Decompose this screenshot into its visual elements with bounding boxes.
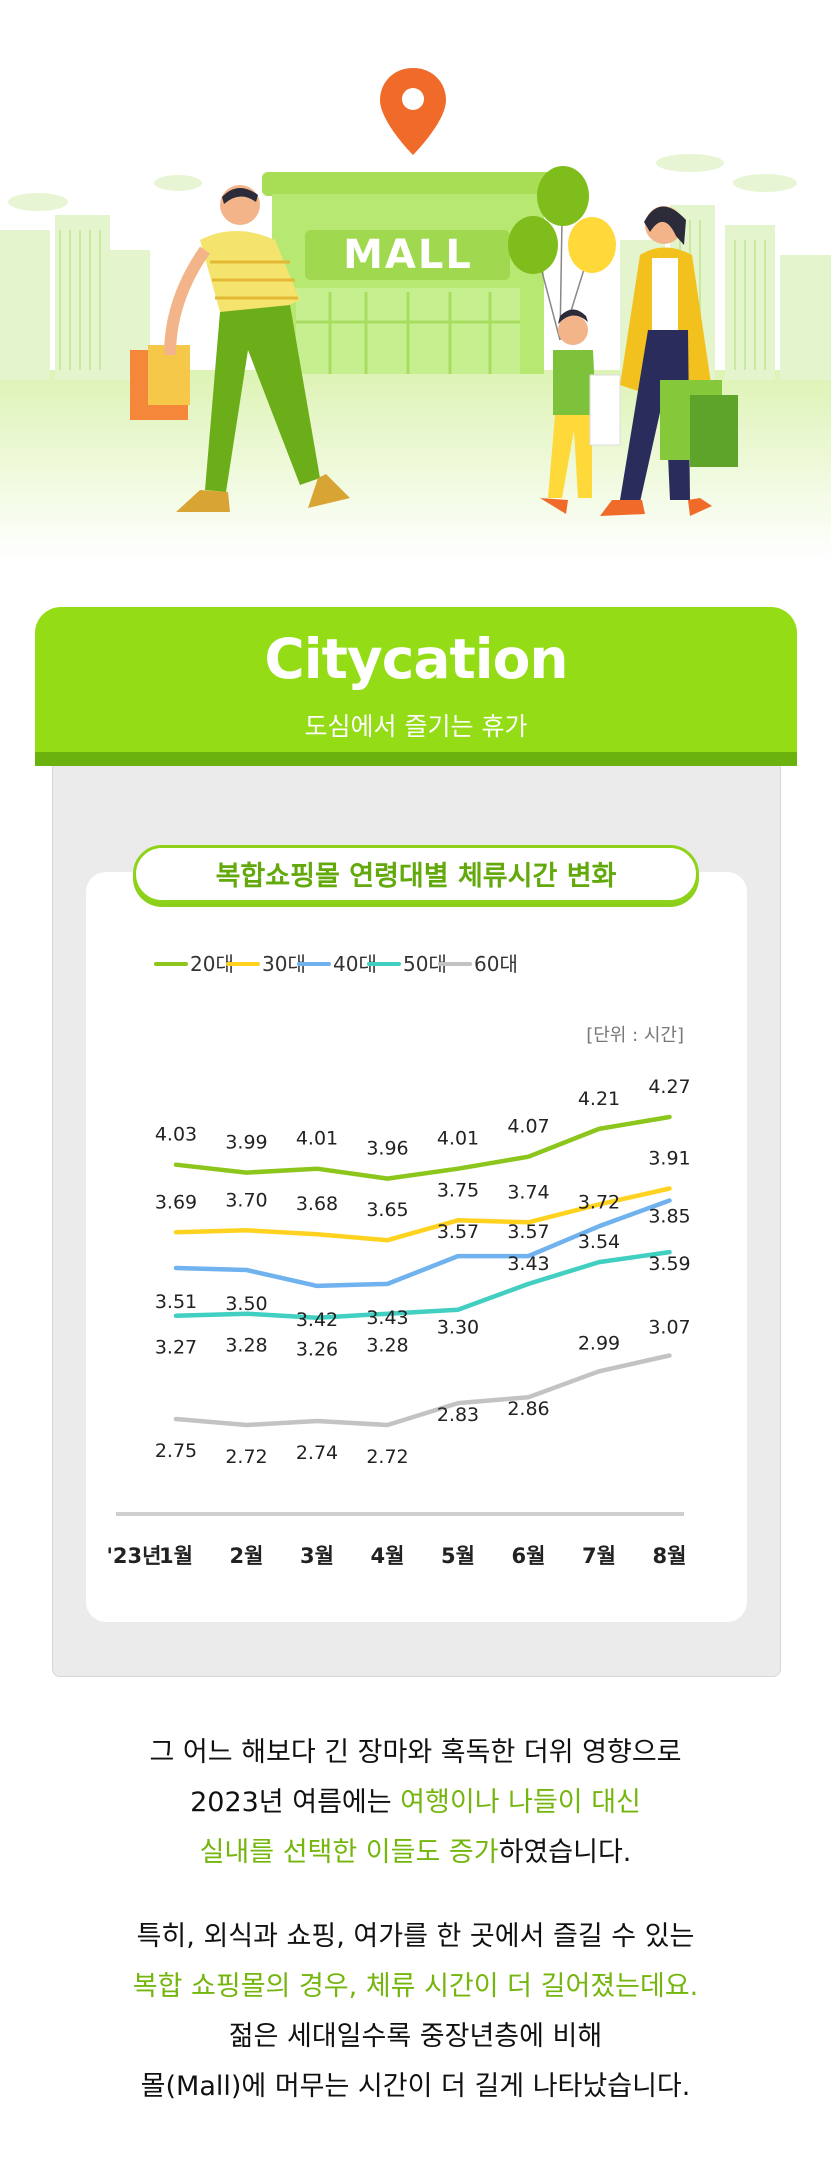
- data-label: 3.50: [225, 1293, 267, 1315]
- banner-title: Citycation: [264, 627, 568, 691]
- p2-line2-highlight: 복합 쇼핑몰의 경우, 체류 시간이 더 길어졌는데요.: [132, 1971, 699, 2002]
- data-label: 3.51: [155, 1291, 197, 1313]
- data-label: 3.57: [507, 1221, 549, 1243]
- x-tick-label: 3월: [300, 1544, 334, 1568]
- x-tick-label: 5월: [441, 1544, 475, 1568]
- mall-sign-text: MALL: [343, 232, 473, 278]
- data-labels: 4.03 3.99 4.01 3.96 4.01 4.07 4.21 4.27 3.69 3.70…: [155, 1076, 691, 1468]
- p2-line4: 몰(Mall)에 머무는 시간이 더 길게 나타났습니다.: [140, 2071, 691, 2102]
- data-label: 3.69: [155, 1191, 197, 1213]
- mall-building: [262, 172, 554, 374]
- x-tick-label: 2월: [230, 1544, 264, 1568]
- data-label: 3.75: [437, 1179, 479, 1201]
- x-axis-year-label: '23년: [107, 1544, 162, 1568]
- data-label: 3.99: [225, 1132, 267, 1154]
- p2-line3: 젊은 세대일수록 중장년층에 비해: [228, 2021, 603, 2052]
- data-label: 3.42: [296, 1309, 338, 1331]
- data-label: 3.65: [366, 1199, 408, 1221]
- data-label: 3.85: [648, 1206, 690, 1228]
- series-line: [173, 1186, 672, 1243]
- location-pin-icon: [380, 68, 446, 155]
- x-tick-label: 7월: [582, 1544, 616, 1568]
- data-label: 4.27: [648, 1076, 690, 1098]
- series-line: [173, 1353, 672, 1428]
- x-tick-label: 4월: [371, 1544, 405, 1568]
- data-label: 3.59: [648, 1253, 690, 1275]
- data-label: 2.75: [155, 1440, 197, 1462]
- data-label: 4.01: [437, 1128, 479, 1150]
- data-label: 2.72: [225, 1446, 267, 1468]
- x-tick-label: 6월: [512, 1544, 546, 1568]
- x-tick-label: 8월: [653, 1544, 687, 1568]
- data-label: 3.70: [225, 1189, 267, 1211]
- series-line: [173, 1249, 672, 1320]
- p1-line3-highlight: 실내를 선택한 이들도 증가: [199, 1837, 499, 1868]
- data-label: 3.74: [507, 1181, 549, 1203]
- x-tick-label: 1월: [159, 1544, 193, 1568]
- data-label: 3.26: [296, 1339, 338, 1361]
- data-label: 2.99: [578, 1332, 620, 1354]
- data-label: 4.07: [507, 1116, 549, 1138]
- data-label: 3.30: [437, 1317, 479, 1339]
- p1-line3: 실내를 선택한 이들도 증가하였습니다.: [0, 1828, 831, 1878]
- stay-time-line-chart: 20대 30대 40대 50대 60대 [단위 : 시간] 4.03 3.99 4.01 3.…: [107, 952, 691, 1568]
- data-label: 3.57: [437, 1221, 479, 1243]
- data-label: 3.27: [155, 1337, 197, 1359]
- data-label: 3.07: [648, 1317, 690, 1339]
- data-label: 3.91: [648, 1148, 690, 1170]
- data-label: 3.54: [578, 1231, 620, 1253]
- data-label: 3.68: [296, 1193, 338, 1215]
- p1-line2-text: 2023년 여름에는: [190, 1787, 401, 1818]
- data-label: 2.74: [296, 1442, 338, 1464]
- child-illustration: [540, 309, 621, 514]
- data-label: 2.83: [437, 1404, 479, 1426]
- unit-label: [단위 : 시간]: [586, 1025, 684, 1046]
- data-label: 3.96: [366, 1138, 408, 1160]
- data-label: 3.28: [225, 1335, 267, 1357]
- paragraph-1: 그 어느 해보다 긴 장마와 혹독한 더위 영향으로 2023년 여름에는 여행…: [0, 1728, 831, 1878]
- banner-subtitle: 도심에서 즐기는 휴가: [304, 712, 528, 741]
- x-axis-ticks: 1월 2월 3월 4월 5월 6월 7월 8월 '23년: [107, 1544, 687, 1568]
- p1-line2-highlight: 여행이나 나들이 대신: [400, 1787, 641, 1818]
- legend-label: 60대: [474, 952, 518, 976]
- background-buildings-left: [0, 215, 150, 380]
- citycation-banner: Citycation 도심에서 즐기는 휴가: [35, 607, 797, 762]
- p1-line3-text: 하였습니다.: [498, 1837, 632, 1868]
- p1-line2: 2023년 여름에는 여행이나 나들이 대신: [0, 1778, 831, 1828]
- data-label: 3.43: [507, 1253, 549, 1275]
- series-lines: [173, 1114, 672, 1428]
- data-label: 2.86: [507, 1398, 549, 1420]
- p2-line1: 특히, 외식과 쇼핑, 여가를 한 곳에서 즐길 수 있는: [136, 1921, 695, 1952]
- banner-shadow: [35, 752, 797, 766]
- series-line: [173, 1198, 672, 1289]
- data-label: 3.43: [366, 1307, 408, 1329]
- balloons-illustration: [508, 166, 616, 341]
- data-label: 4.21: [578, 1088, 620, 1110]
- chart-legend: 20대 30대 40대 50대 60대: [154, 952, 518, 976]
- data-label: 4.01: [296, 1128, 338, 1150]
- series-line: [173, 1114, 672, 1181]
- data-label: 3.72: [578, 1191, 620, 1213]
- man-shopper-illustration: [130, 185, 350, 512]
- clouds: [8, 154, 797, 211]
- chart-title: 복합쇼핑몰 연령대별 체류시간 변화: [133, 845, 699, 903]
- data-label: 4.03: [155, 1124, 197, 1146]
- chart-panel: [86, 872, 747, 1622]
- data-label: 2.72: [366, 1446, 408, 1468]
- data-label: 3.28: [366, 1335, 408, 1357]
- woman-shopper-illustration: [600, 206, 738, 516]
- p1-line1: 그 어느 해보다 긴 장마와 혹독한 더위 영향으로: [149, 1737, 682, 1768]
- paragraph-2: 특히, 외식과 쇼핑, 여가를 한 곳에서 즐길 수 있는 복합 쇼핑몰의 경우…: [0, 1912, 831, 2112]
- hero-illustration: MALL: [0, 0, 831, 560]
